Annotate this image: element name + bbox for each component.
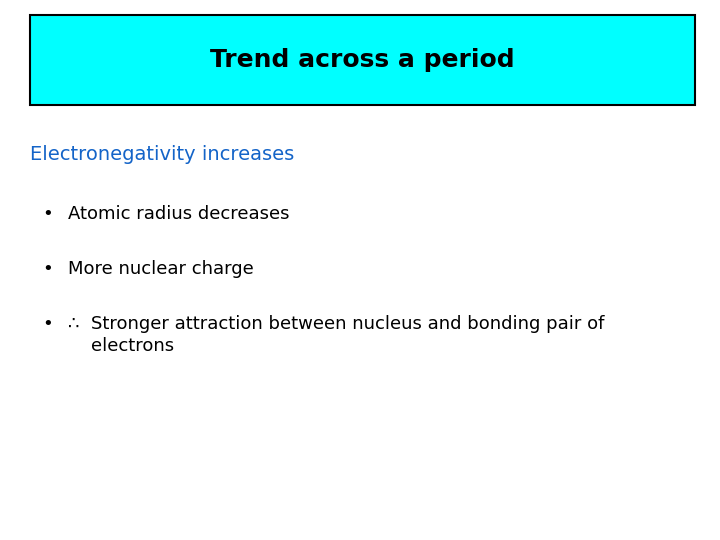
Text: ∴  Stronger attraction between nucleus and bonding pair of
    electrons: ∴ Stronger attraction between nucleus an…: [68, 315, 604, 355]
Bar: [30, 15, 695, 105]
Text: •: •: [42, 315, 53, 333]
Text: •: •: [42, 260, 53, 278]
Text: •: •: [42, 205, 53, 223]
Text: Trend across a period: Trend across a period: [210, 48, 515, 72]
Text: Atomic radius decreases: Atomic radius decreases: [68, 205, 289, 223]
Text: Electronegativity increases: Electronegativity increases: [30, 145, 294, 164]
Text: More nuclear charge: More nuclear charge: [68, 260, 253, 278]
